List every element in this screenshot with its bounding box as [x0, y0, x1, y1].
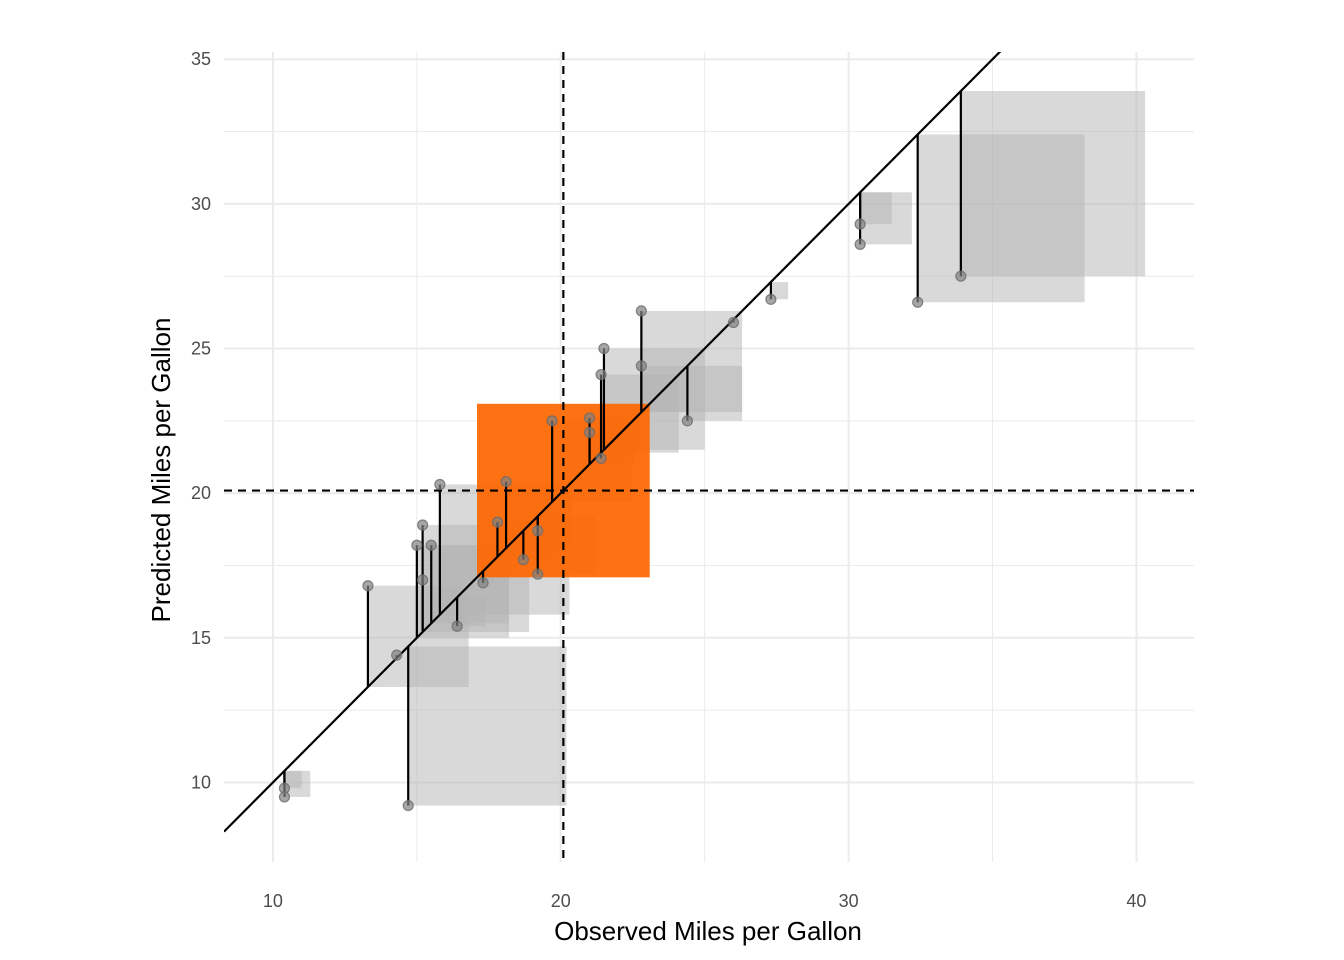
- data-point: [417, 574, 429, 586]
- residual-square: [770, 281, 789, 300]
- y-axis-title: Predicted Miles per Gallon: [146, 318, 176, 623]
- data-point: [532, 568, 544, 580]
- residual-square: [860, 192, 912, 245]
- data-point: [546, 415, 558, 427]
- data-point: [477, 577, 489, 589]
- data-point: [583, 412, 596, 424]
- x-tick-label: 10: [263, 891, 283, 911]
- data-point: [854, 238, 866, 250]
- data-point: [583, 426, 596, 439]
- data-point: [491, 516, 504, 528]
- x-tick-label: 30: [839, 891, 859, 911]
- data-point: [402, 799, 414, 812]
- identity-line: [224, 52, 1002, 833]
- tick-labels-layer: 10 20 30 40 10 15 20 25 30 35: [191, 49, 1146, 911]
- mean-lines-layer: [224, 52, 1194, 862]
- data-point: [278, 791, 291, 803]
- y-tick-label: 10: [191, 772, 211, 792]
- data-point: [411, 539, 423, 551]
- data-point: [635, 360, 647, 372]
- identity-line-layer: [224, 52, 1002, 833]
- data-point: [595, 368, 607, 381]
- data-point: [451, 620, 463, 632]
- x-axis-title: Observed Miles per Gallon: [554, 916, 862, 946]
- data-point: [434, 478, 446, 491]
- data-point: [727, 316, 740, 329]
- y-tick-label: 35: [191, 49, 211, 69]
- data-point: [765, 293, 777, 305]
- data-point: [854, 218, 866, 230]
- data-point: [417, 519, 429, 531]
- points-layer: [278, 218, 967, 812]
- y-tick-label: 25: [191, 339, 211, 359]
- data-point: [598, 342, 610, 355]
- data-point: [681, 415, 694, 427]
- y-tick-label: 15: [191, 628, 211, 648]
- data-point: [955, 270, 967, 282]
- data-point: [391, 649, 403, 661]
- data-point: [425, 539, 437, 551]
- y-tick-label: 30: [191, 194, 211, 214]
- residual-square: [284, 770, 311, 797]
- data-point: [595, 452, 607, 465]
- residual-squares-layer: [284, 91, 1146, 806]
- x-tick-label: 40: [1126, 891, 1146, 911]
- data-point: [532, 525, 544, 537]
- data-point: [517, 554, 529, 566]
- data-point: [635, 305, 647, 317]
- residual-square: [960, 91, 1146, 277]
- x-tick-label: 20: [551, 891, 571, 911]
- y-tick-label: 20: [191, 483, 211, 503]
- data-point: [362, 580, 374, 592]
- data-point: [912, 296, 924, 308]
- data-point: [500, 475, 512, 488]
